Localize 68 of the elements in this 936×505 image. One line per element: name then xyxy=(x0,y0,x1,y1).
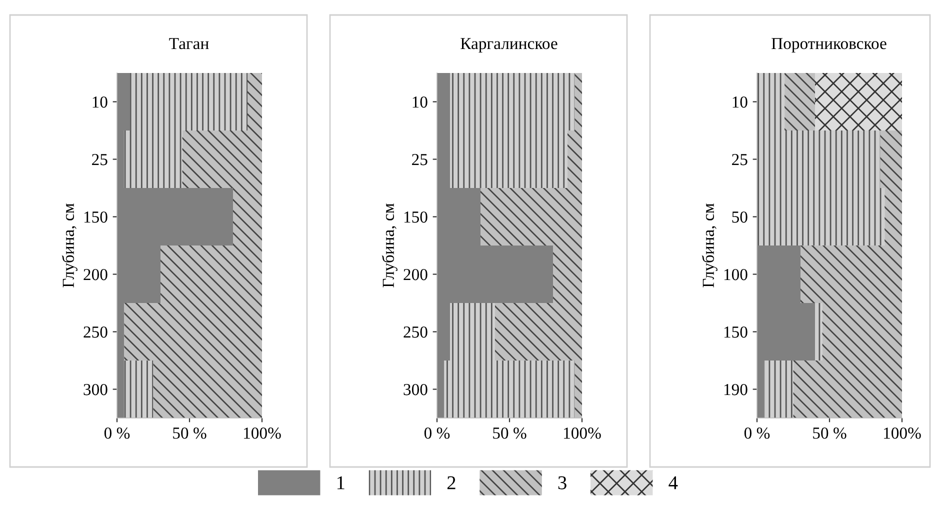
bar xyxy=(553,246,582,303)
bar xyxy=(182,130,262,188)
y-tick-label: 100 xyxy=(724,268,748,280)
bar xyxy=(880,130,902,188)
y-tick-label: 190 xyxy=(724,384,748,396)
y-axis-title: Глубина, см xyxy=(62,203,78,288)
x-tick-label: 100% xyxy=(564,428,601,439)
legend-label: 1 xyxy=(337,476,344,490)
bar xyxy=(450,73,575,130)
bar xyxy=(480,188,582,246)
y-tick-label: 250 xyxy=(404,326,428,338)
y-tick-label: 10 xyxy=(732,96,748,108)
y-tick-label: 150 xyxy=(404,211,428,223)
y-tick-label: 300 xyxy=(84,384,108,396)
bar xyxy=(757,130,880,188)
y-tick-label: 150 xyxy=(724,326,748,338)
legend-label: 3 xyxy=(558,476,566,490)
bar xyxy=(124,360,154,418)
y-tick-label: 200 xyxy=(404,268,428,280)
bar xyxy=(450,130,568,188)
bar xyxy=(574,73,582,130)
x-tick-label: 0 % xyxy=(424,428,450,439)
bar xyxy=(757,73,785,130)
y-tick-label: 200 xyxy=(84,268,108,280)
bar xyxy=(764,360,794,418)
legend-label: 4 xyxy=(668,476,678,490)
chart-title: Каргалинское xyxy=(460,38,558,53)
x-tick-label: 50 % xyxy=(493,428,526,439)
legend-label: 2 xyxy=(447,476,456,490)
x-tick-label: 100% xyxy=(244,428,281,439)
x-tick-label: 50 % xyxy=(173,428,206,439)
x-tick-label: 0 % xyxy=(744,428,770,439)
bar xyxy=(815,73,902,130)
y-tick-label: 25 xyxy=(732,154,748,166)
y-tick-label: 10 xyxy=(412,96,428,108)
chart-title: Поротниковское xyxy=(772,38,886,53)
bar xyxy=(233,188,262,246)
bar xyxy=(495,303,582,360)
bar xyxy=(793,360,902,418)
bar xyxy=(568,130,582,188)
y-tick-label: 300 xyxy=(404,384,428,396)
bar xyxy=(800,246,902,303)
bar xyxy=(124,130,182,188)
bar xyxy=(124,303,262,360)
y-tick-label: 25 xyxy=(412,154,428,166)
bar xyxy=(822,303,902,360)
chart-title: Таган xyxy=(169,38,209,50)
y-tick-label: 25 xyxy=(92,154,108,166)
bar xyxy=(130,73,248,130)
x-tick-label: 50 % xyxy=(813,428,846,439)
y-tick-label: 50 xyxy=(732,211,748,223)
bar xyxy=(153,360,262,418)
x-tick-label: 100% xyxy=(884,428,921,439)
bar xyxy=(574,360,582,418)
bar xyxy=(784,73,815,130)
bar xyxy=(884,188,902,246)
bar xyxy=(815,303,822,360)
y-tick-label: 10 xyxy=(92,96,108,108)
y-axis-title: Глубина, см xyxy=(702,203,718,288)
bar xyxy=(248,73,262,130)
bar xyxy=(450,303,495,360)
bar xyxy=(444,360,575,418)
bar xyxy=(757,188,885,246)
bar xyxy=(160,246,262,303)
x-tick-label: 0 % xyxy=(104,428,130,439)
y-tick-label: 250 xyxy=(84,326,108,338)
y-tick-label: 150 xyxy=(84,211,108,223)
y-axis-title: Глубина, см xyxy=(382,203,398,288)
